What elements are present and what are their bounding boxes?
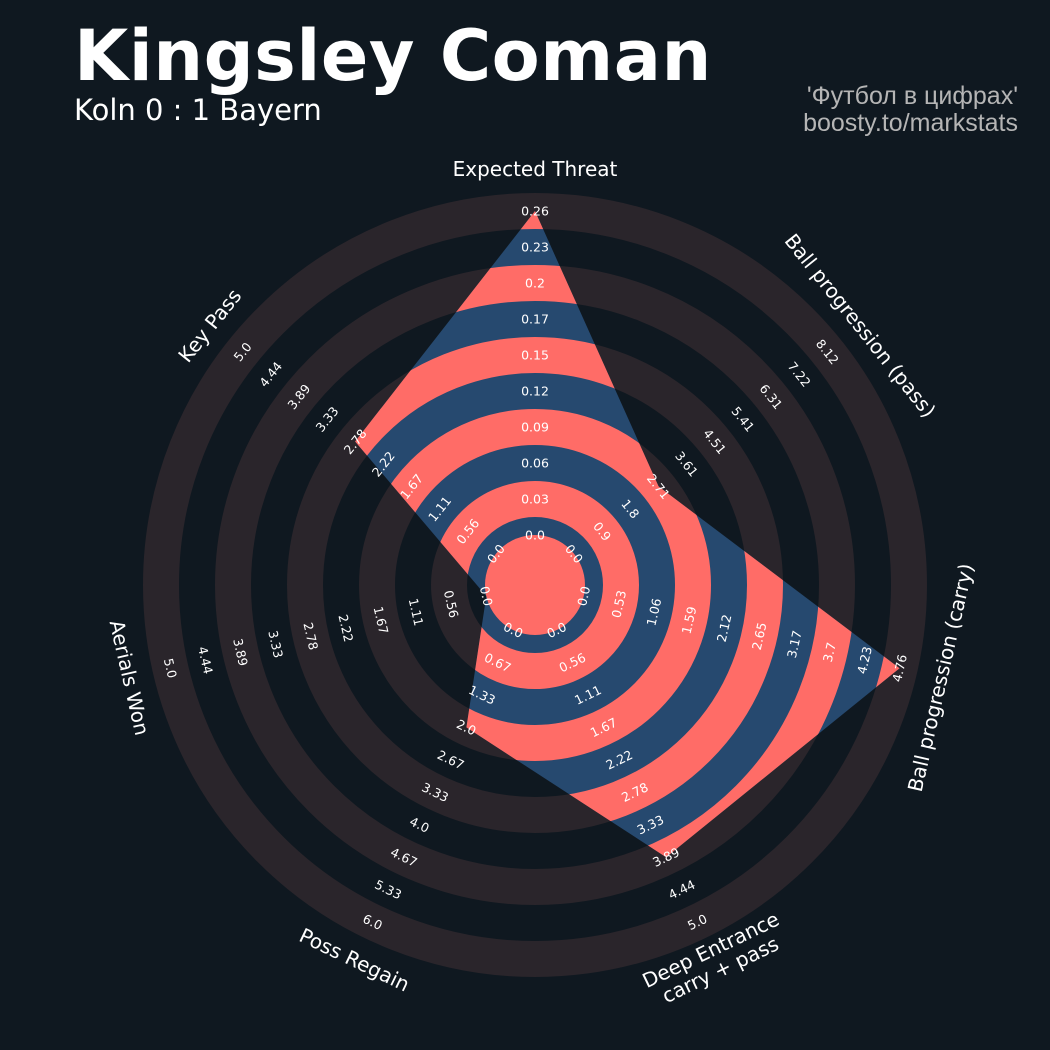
tick-label: 2.22 (335, 613, 356, 643)
tick-label: 2.65 (749, 621, 770, 651)
tick-label: 5.0 (161, 657, 180, 680)
tick-label: 4.44 (256, 359, 285, 390)
tick-label: 4.23 (854, 645, 875, 675)
tick-label: 2.78 (300, 621, 321, 652)
tick-label: 0.26 (521, 204, 549, 219)
credit-link[interactable]: boosty.to/markstats (803, 109, 1018, 137)
credit-channel: 'Футбол в цифрах' (806, 82, 1018, 110)
tick-label: 0.12 (521, 384, 549, 399)
tick-label: 4.76 (889, 653, 910, 684)
tick-label: 4.44 (666, 877, 698, 903)
tick-label: 1.67 (371, 605, 392, 635)
tick-label: 2.12 (714, 613, 735, 643)
tick-label: 0.0 (477, 585, 496, 608)
tick-label: 0.03 (521, 492, 549, 507)
page-title: Kingsley Coman (74, 15, 712, 97)
tick-label: 0.56 (441, 589, 462, 620)
tick-label: 0.2 (525, 276, 545, 291)
tick-label: 0.53 (608, 589, 629, 619)
tick-label: 0.0 (525, 528, 545, 543)
tick-label: 3.89 (230, 637, 251, 668)
tick-label: 4.0 (407, 814, 431, 836)
tick-label: 2.67 (435, 747, 467, 773)
tick-label: 7.22 (785, 359, 814, 390)
tick-label: 3.17 (784, 629, 805, 659)
tick-label: 1.06 (643, 597, 664, 628)
tick-label: 0.15 (521, 348, 549, 363)
tick-label: 1.59 (679, 605, 700, 636)
match-subtitle: Koln 0 : 1 Bayern (74, 93, 322, 127)
tick-label: 0.0 (574, 585, 593, 608)
tick-label: 3.61 (672, 448, 701, 479)
tick-label: 3.33 (265, 629, 286, 659)
tick-label: 5.33 (373, 877, 405, 903)
tick-label: 0.09 (521, 420, 549, 435)
tick-label: 3.7 (820, 641, 839, 664)
tick-label: 0.06 (521, 456, 549, 471)
tick-label: 5.41 (728, 404, 757, 435)
tick-label: 0.23 (521, 240, 549, 255)
tick-label: 4.44 (195, 645, 216, 676)
center-disc (485, 535, 585, 635)
tick-label: 3.33 (312, 404, 341, 435)
tick-label: 0.17 (521, 312, 549, 327)
parameter-label: Expected Threat (453, 157, 618, 181)
tick-label: 1.11 (406, 597, 427, 627)
